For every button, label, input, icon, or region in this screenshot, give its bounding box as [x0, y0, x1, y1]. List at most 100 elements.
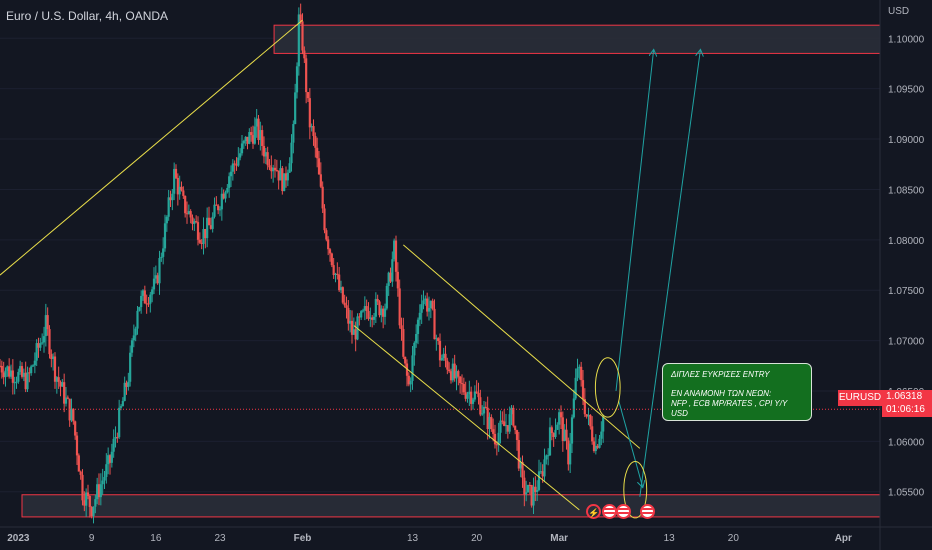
highlight-ellipse: [594, 357, 621, 418]
candle-body: [453, 363, 456, 379]
candle-body: [488, 417, 491, 430]
highlight-ellipse: [623, 461, 648, 519]
candle-body: [105, 464, 108, 477]
candle-body: [149, 294, 152, 304]
bar-countdown: 01:06:16: [886, 404, 925, 415]
trade-note[interactable]: ΔΙΠΛΕΣ ΕΥΚΡΙΣΕΣ ENTRY ΕΝ ΑΝΑΜΟΝΗ ΤΩΝ ΝΕΩ…: [662, 363, 812, 421]
candle-body: [464, 392, 467, 399]
candle-body: [217, 205, 220, 211]
candle-body: [30, 366, 33, 374]
us-flag-icon[interactable]: [602, 504, 617, 519]
projection-arrow: [618, 400, 643, 487]
candle-body: [13, 382, 16, 384]
candle-body: [162, 248, 165, 257]
price-tick-label: 1.08500: [888, 185, 925, 196]
candle-body: [151, 289, 154, 295]
candle-body: [411, 355, 414, 381]
candle-body: [504, 425, 508, 427]
candle-body: [0, 365, 3, 373]
candle-body: [85, 492, 88, 506]
candle-body: [422, 300, 425, 305]
candle-body: [473, 391, 476, 400]
candle-body: [53, 356, 57, 382]
candle-body: [50, 354, 53, 359]
candle-body: [350, 320, 354, 335]
candle-body: [28, 372, 31, 374]
candle-body: [376, 298, 379, 302]
candle-body: [470, 391, 473, 404]
candle-body: [587, 414, 590, 417]
candle-body: [534, 486, 537, 493]
candlestick-series: [0, 3, 605, 524]
candle-body: [536, 489, 539, 493]
candle-body: [15, 381, 18, 383]
candle-body: [222, 193, 225, 199]
annotation-marks: [594, 50, 701, 519]
us-flag-icon[interactable]: [616, 504, 631, 519]
candle-body: [171, 193, 174, 201]
candle-body: [112, 438, 115, 452]
candle-body: [523, 477, 526, 495]
note-line-entry: ΔΙΠΛΕΣ ΕΥΚΡΙΣΕΣ ENTRY: [671, 370, 770, 379]
note-line-news: ΕΝ ΑΝΑΜΟΝΗ ΤΩΝ ΝΕΩΝ:: [671, 389, 772, 398]
trendline: [0, 19, 303, 276]
candle-body: [240, 143, 244, 154]
candle-body: [565, 429, 568, 441]
candle-body: [455, 371, 458, 379]
candle-body: [136, 310, 139, 329]
candle-body: [341, 287, 344, 303]
candle-body: [418, 312, 421, 320]
candle-body: [457, 371, 460, 377]
candle-body: [39, 343, 42, 348]
candle-body: [6, 366, 9, 371]
candle-body: [178, 186, 181, 195]
candle-body: [198, 239, 201, 243]
candle-body: [145, 303, 148, 305]
candle-body: [268, 165, 271, 168]
candle-body: [558, 412, 561, 425]
projection-arrow: [639, 50, 701, 497]
candle-body: [484, 406, 487, 408]
candle-body: [316, 147, 319, 159]
candle-body: [594, 445, 597, 451]
price-tick-label: 1.07000: [888, 337, 925, 348]
candle-body: [121, 400, 124, 407]
candle-body: [284, 173, 288, 181]
candle-body: [574, 377, 577, 399]
candle-body: [288, 163, 291, 173]
candle-body: [492, 429, 495, 434]
candle-body: [294, 92, 297, 125]
us-flag-icon[interactable]: [640, 504, 655, 519]
candle-body: [440, 357, 443, 361]
price-zone: [21, 494, 881, 518]
last-price-box: 1.06318 01:06:16: [882, 390, 932, 417]
candle-body: [275, 170, 278, 172]
candle-body: [129, 352, 132, 382]
time-tick-label: 13: [407, 533, 419, 544]
candle-body: [493, 433, 497, 445]
candle-body: [72, 408, 75, 422]
candle-body: [184, 195, 187, 214]
candle-body: [327, 239, 330, 250]
candle-body: [253, 126, 256, 144]
candle-body: [107, 455, 110, 465]
candle-body: [570, 417, 574, 444]
candle-body: [581, 380, 585, 399]
lightning-icon[interactable]: ⚡: [586, 504, 601, 519]
candle-body: [147, 303, 150, 305]
candle-body: [572, 398, 575, 418]
candle-body: [413, 342, 416, 356]
symbol-title[interactable]: Euro / U.S. Dollar, 4h, OANDA: [6, 9, 169, 23]
candle-body: [460, 383, 464, 385]
candle-body: [66, 397, 69, 399]
candle-body: [435, 338, 438, 340]
candle-body: [0, 365, 2, 367]
last-price-value: 1.06318: [886, 391, 923, 402]
candle-body: [261, 130, 264, 146]
candle-body: [185, 213, 189, 215]
candle-body: [61, 382, 64, 387]
candle-body: [176, 177, 179, 195]
candle-body: [33, 360, 36, 366]
candle-body: [526, 484, 530, 493]
